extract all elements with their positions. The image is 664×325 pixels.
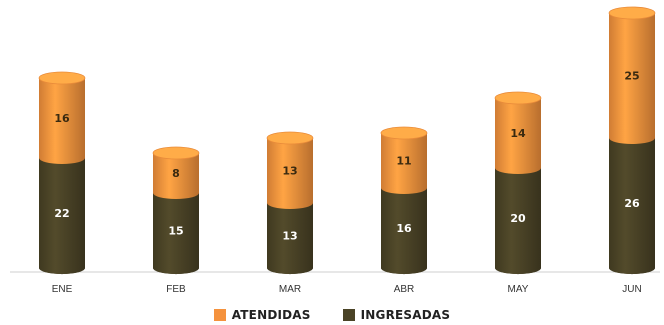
bar-segment-atendidas: [495, 98, 541, 168]
bar-segment-atendidas: [267, 138, 313, 203]
data-label-ingresadas: 22: [54, 207, 69, 220]
legend-label-atendidas: ATENDIDAS: [231, 308, 311, 322]
axis-layer: ENE FEB MAR ABR MAY JUN: [10, 271, 660, 295]
x-tick-label: JUN: [622, 284, 641, 295]
bar-segment-bottom-atendidas: [381, 182, 427, 194]
data-label-atendidas: 14: [510, 127, 526, 140]
bar-segment-bottom-atendidas: [153, 187, 199, 199]
bar-segment-ingresadas: [495, 168, 541, 268]
data-label-atendidas: 8: [172, 167, 180, 180]
bar-segment-atendidas: [39, 78, 85, 158]
bar-segment-bottom-ingresadas: [267, 262, 313, 274]
legend-swatch-ingresadas: [342, 309, 355, 321]
x-tick-label: ABR: [394, 284, 415, 295]
data-label-atendidas: 11: [396, 155, 411, 168]
x-tick-label: MAR: [279, 284, 301, 295]
bar-stack-abr: [380, 126, 428, 274]
bar-stack-mar: [266, 131, 314, 274]
labels-layer: 22 16 15 8 13 13 16 11 20 14 26 25: [54, 70, 640, 243]
bar-stack-ene: [38, 71, 86, 274]
bar-segment-ingresadas: [381, 188, 427, 268]
data-label-atendidas: 13: [282, 165, 297, 178]
data-label-atendidas: 25: [624, 70, 639, 83]
bar-top-cap: [152, 146, 200, 160]
bar-top-cap: [380, 126, 428, 140]
legend: ATENDIDAS INGRESADAS: [0, 305, 664, 325]
data-label-atendidas: 16: [54, 112, 70, 125]
bar-segment-bottom-atendidas: [609, 132, 655, 144]
legend-item-atendidas: ATENDIDAS: [213, 308, 311, 322]
x-tick-label: MAY: [508, 284, 529, 295]
bar-stack-feb: [152, 146, 200, 274]
bar-top-cap: [266, 131, 314, 145]
bar-top-cap: [38, 71, 86, 85]
bar-segment-bottom-ingresadas: [153, 262, 199, 274]
bar-segment-bottom-atendidas: [267, 197, 313, 209]
bar-top-cap: [608, 6, 656, 20]
bar-segment-ingresadas: [609, 138, 655, 268]
bar-segment-bottom-ingresadas: [381, 262, 427, 274]
bar-segment-atendidas: [381, 133, 427, 188]
data-label-ingresadas: 20: [510, 212, 526, 225]
data-label-ingresadas: 15: [168, 225, 183, 238]
bar-segment-atendidas: [609, 13, 655, 138]
bar-stack-jun: [608, 6, 656, 274]
bar-segment-bottom-ingresadas: [609, 262, 655, 274]
x-tick-label: FEB: [166, 284, 186, 295]
bar-top-cap: [494, 91, 542, 105]
legend-swatch-atendidas: [213, 309, 226, 321]
data-label-ingresadas: 13: [282, 230, 297, 243]
data-label-ingresadas: 26: [624, 197, 640, 210]
bar-segment-bottom-atendidas: [39, 152, 85, 164]
bars-layer: [38, 6, 656, 274]
bar-segment-ingresadas: [267, 203, 313, 268]
legend-item-ingresadas: INGRESADAS: [342, 308, 451, 322]
bar-stack-may: [494, 91, 542, 274]
legend-label-ingresadas: INGRESADAS: [360, 308, 451, 322]
bar-segment-ingresadas: [153, 193, 199, 268]
bar-segment-bottom-ingresadas: [495, 262, 541, 274]
bar-segment-bottom-atendidas: [495, 162, 541, 174]
bar-segment-atendidas: [153, 153, 199, 193]
bar-segment-ingresadas: [39, 158, 85, 268]
data-label-ingresadas: 16: [396, 222, 412, 235]
x-tick-label: ENE: [52, 284, 73, 295]
bar-segment-bottom-ingresadas: [39, 262, 85, 274]
